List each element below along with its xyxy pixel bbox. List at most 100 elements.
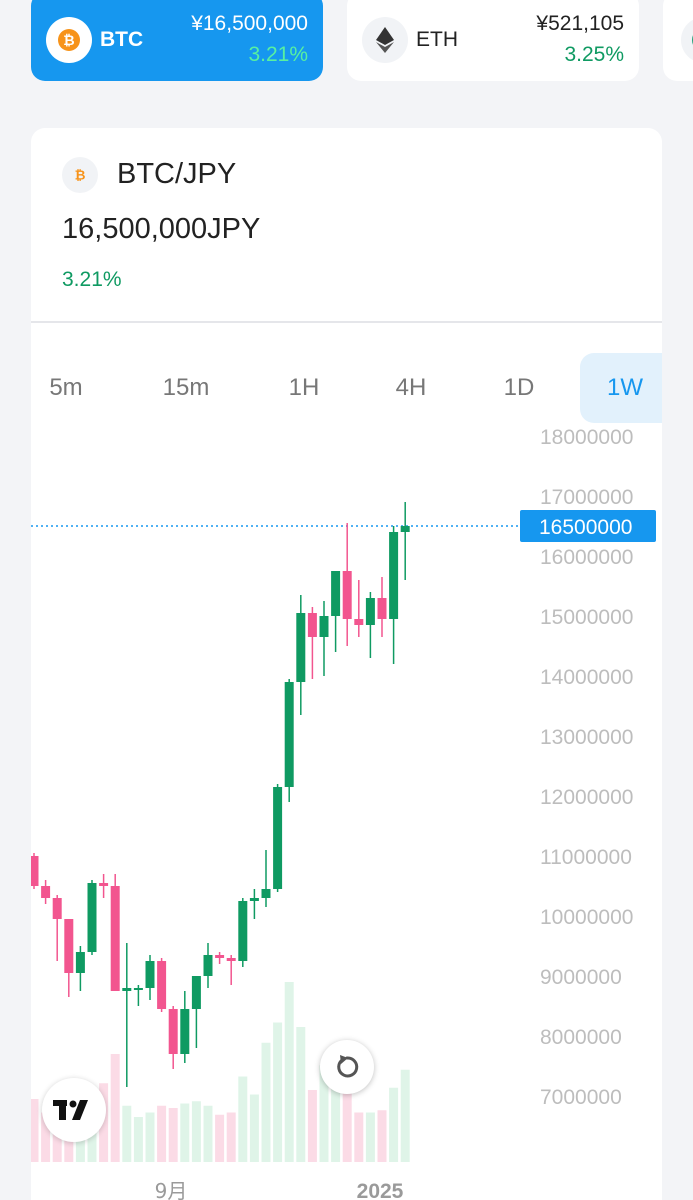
candle-body	[307, 613, 317, 637]
volume-bar	[296, 1027, 306, 1162]
candle-body	[87, 883, 97, 952]
volume-bar	[191, 1101, 201, 1162]
volume-bar	[342, 1083, 352, 1162]
ethereum-icon	[362, 17, 408, 63]
y-tick-label: 7000000	[540, 1086, 622, 1109]
candle-body	[64, 919, 74, 973]
tradingview-logo-icon[interactable]	[42, 1078, 106, 1142]
candle-body	[226, 958, 236, 961]
tab-1h[interactable]: 1H	[288, 374, 320, 401]
ticker-price: ¥16,500,000	[191, 12, 308, 35]
volume-bar	[41, 1112, 51, 1162]
candle-body	[284, 682, 294, 787]
tab-15m[interactable]: 15m	[162, 374, 210, 401]
y-tick-label: 12000000	[540, 786, 633, 809]
candle-body	[261, 889, 271, 898]
candle-body	[145, 961, 155, 988]
divider	[31, 321, 662, 323]
bitcoin-icon: ₿	[62, 157, 98, 193]
candle-body	[365, 598, 375, 625]
coin-icon	[681, 17, 693, 63]
candle-body	[99, 883, 109, 886]
volume-bar	[331, 1083, 341, 1162]
volume-bar	[122, 1105, 132, 1162]
volume-bar	[215, 1114, 225, 1162]
volume-bar	[133, 1117, 143, 1162]
tab-5m[interactable]: 5m	[49, 374, 83, 401]
pair-name: BTC/JPY	[117, 158, 237, 190]
candle-body	[191, 976, 201, 1009]
candle-body	[110, 886, 120, 991]
pair-header: ₿ BTC/JPY 16,500,000JPY 3.21%	[31, 128, 662, 321]
y-tick-label: 15000000	[540, 606, 633, 629]
x-tick-label: 2025	[357, 1180, 404, 1200]
candle-body	[133, 988, 143, 990]
tab-1d[interactable]: 1D	[503, 374, 535, 401]
ticker-card-next[interactable]	[663, 0, 693, 81]
candle-body	[180, 1009, 190, 1054]
ticker-row: ₿ BTC ¥16,500,000 3.21% ETH ¥521,105 3.2…	[0, 0, 693, 90]
candle-body	[238, 901, 248, 961]
candle-body	[342, 571, 352, 619]
bitcoin-icon: ₿	[46, 17, 92, 63]
y-tick-label: 17000000	[540, 486, 633, 509]
market-panel: ₿ BTC/JPY 16,500,000JPY 3.21% 5m 15m 1H …	[31, 128, 662, 1200]
ticker-symbol: BTC	[100, 28, 144, 51]
y-tick-label: 14000000	[540, 666, 633, 689]
volume-bar	[365, 1112, 375, 1162]
volume-bar	[319, 1065, 329, 1162]
y-tick-label: 18000000	[540, 426, 633, 449]
reset-icon	[337, 1055, 359, 1078]
volume-bar	[284, 982, 294, 1162]
pair-change: 3.21%	[62, 268, 122, 291]
y-tick-label: 9000000	[540, 966, 622, 989]
volume-bar	[31, 1099, 39, 1162]
tab-1w[interactable]: 1W	[580, 353, 662, 423]
tab-4h[interactable]: 4H	[395, 374, 427, 401]
current-price-label: 16500000	[539, 516, 632, 539]
volume-bar	[400, 1069, 410, 1162]
candle-body	[31, 856, 39, 886]
volume-bar	[273, 1022, 283, 1162]
volume-bar	[226, 1112, 236, 1162]
y-tick-label: 16000000	[540, 546, 633, 569]
y-tick-label: 8000000	[540, 1026, 622, 1049]
ticker-price: ¥521,105	[536, 12, 624, 35]
volume-bar	[180, 1103, 190, 1162]
candle-body	[319, 616, 329, 637]
candle-body	[168, 1009, 178, 1054]
volume-bar	[238, 1076, 248, 1162]
volume-bar	[389, 1087, 399, 1162]
volume-bar	[249, 1094, 259, 1162]
candle-body	[400, 526, 410, 532]
volume-bar	[157, 1105, 167, 1162]
candle-body	[122, 988, 132, 991]
y-tick-label: 13000000	[540, 726, 633, 749]
ticker-card-eth[interactable]: ETH ¥521,105 3.25%	[347, 0, 639, 81]
volume-bar	[110, 1054, 120, 1162]
volume-bar	[168, 1108, 178, 1162]
ticker-symbol: ETH	[416, 28, 458, 51]
volume-bar	[203, 1105, 213, 1162]
candle-body	[354, 619, 364, 625]
volume-bar	[377, 1110, 387, 1162]
candle-body	[215, 955, 225, 958]
ticker-change: 3.25%	[564, 43, 624, 66]
candle-body	[331, 571, 341, 616]
volume-bar	[354, 1112, 364, 1162]
candle-body	[273, 787, 283, 889]
volume-bar	[261, 1042, 271, 1162]
ticker-card-btc[interactable]: ₿ BTC ¥16,500,000 3.21%	[31, 0, 323, 81]
volume-bar	[99, 1083, 109, 1162]
price-chart[interactable]: 18000000 17000000 16000000 15000000 14000000…	[31, 418, 662, 1200]
candlestick-chart[interactable]: 18000000 17000000 16000000 15000000 14000000…	[31, 418, 662, 1200]
timeframe-tabs: 5m 15m 1H 4H 1D 1W	[31, 353, 662, 423]
reset-chart-button[interactable]	[320, 1040, 374, 1094]
svg-text:₿: ₿	[75, 169, 86, 183]
pair-price: 16,500,000JPY	[62, 213, 261, 245]
candle-body	[377, 598, 387, 619]
y-tick-label: 11000000	[540, 846, 632, 869]
volume-bar	[145, 1112, 155, 1162]
candle-body	[52, 898, 62, 919]
candle-body	[41, 886, 51, 898]
